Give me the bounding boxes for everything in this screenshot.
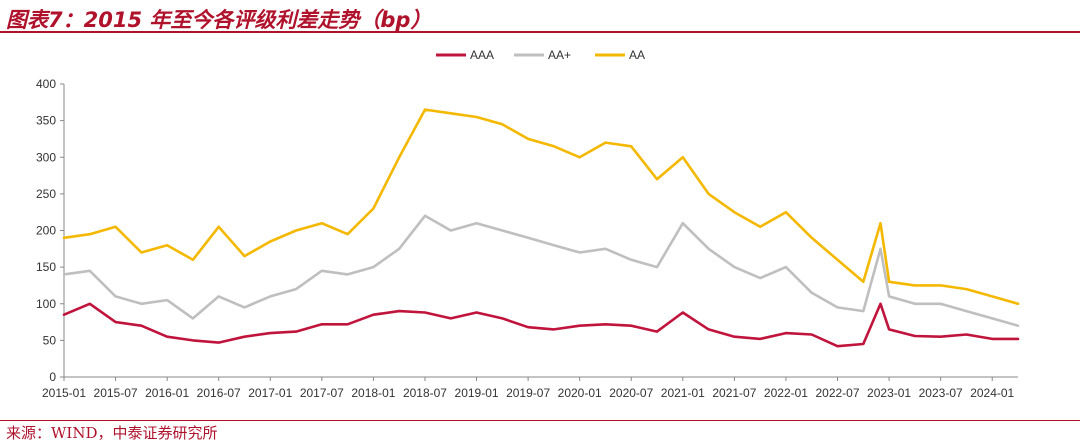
x-tick-label: 2015-01 [42,386,86,400]
y-tick-label: 50 [43,333,57,347]
y-tick-label: 200 [36,224,56,238]
legend-label: AA+ [548,48,571,62]
series-line-aa [62,108,1020,306]
footer-divider [0,420,1080,421]
chart-title: 图表7：2015 年至今各评级利差走势（bp） [6,8,432,32]
x-tick-label: 2019-07 [506,386,550,400]
x-tick-label: 2023-01 [867,386,911,400]
x-tick-label: 2019-01 [455,386,499,400]
source-note: 来源：WIND，中泰证券研究所 [6,424,218,442]
y-tick-label: 350 [36,114,56,128]
x-tick-label: 2023-07 [919,386,963,400]
y-tick-label: 0 [49,370,56,384]
x-tick-label: 2016-01 [145,386,189,400]
series-line-aa-plus [62,214,1020,328]
x-tick-label: 2021-07 [712,386,756,400]
x-tick-label: 2020-01 [558,386,602,400]
x-tick-label: 2022-01 [764,386,808,400]
x-tick-label: 2018-01 [351,386,395,400]
title-divider [0,31,1080,33]
y-tick-label: 150 [36,260,56,274]
legend-label: AAA [470,48,494,62]
legend-label: AA [629,48,645,62]
x-tick-label: 2017-01 [248,386,292,400]
y-tick-label: 300 [36,150,56,164]
x-tick-label: 2017-07 [300,386,344,400]
series-line-aaa [62,302,1020,348]
x-tick-label: 2018-07 [403,386,447,400]
x-tick-label: 2020-07 [609,386,653,400]
y-tick-label: 100 [36,297,56,311]
y-tick-label: 250 [36,187,56,201]
x-tick-label: 2021-01 [661,386,705,400]
x-tick-label: 2015-07 [94,386,138,400]
x-tick-label: 2024-01 [970,386,1014,400]
x-tick-label: 2022-07 [815,386,859,400]
y-tick-label: 400 [36,77,56,91]
x-tick-label: 2016-07 [197,386,241,400]
